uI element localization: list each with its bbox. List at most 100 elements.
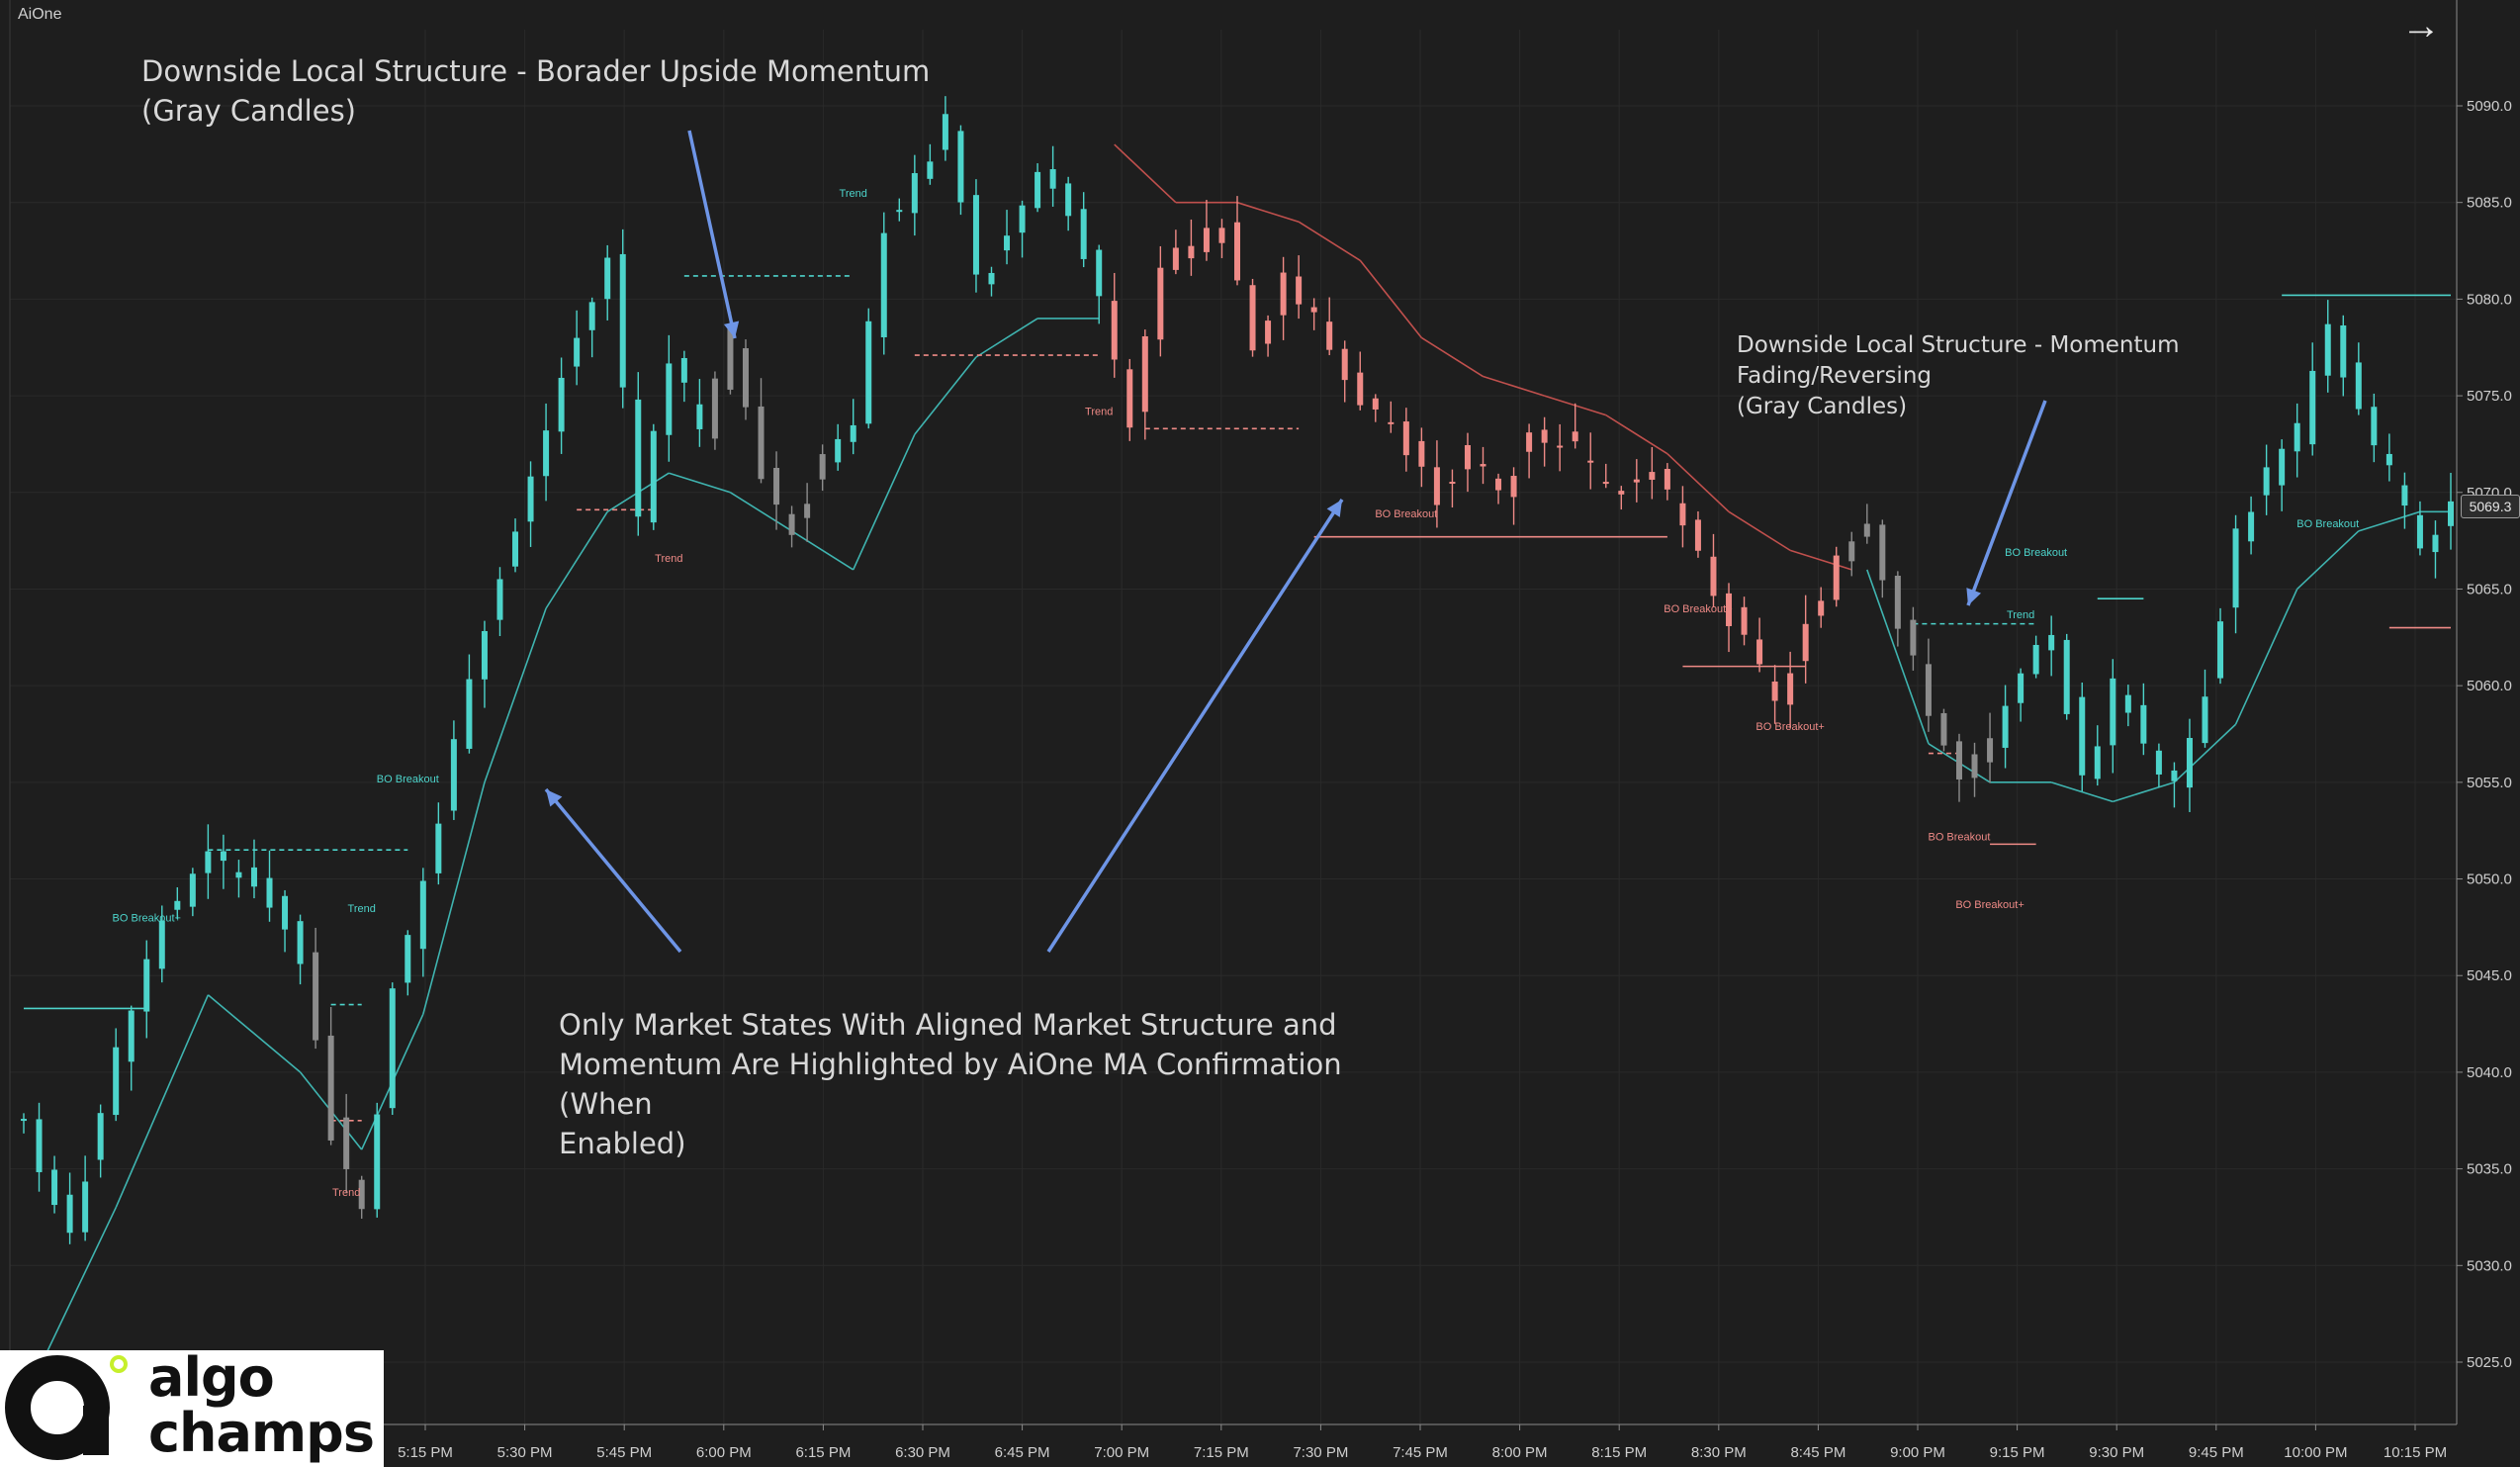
signal-labels: BO Breakout+ Trend Trend BO Breakout Trend Tr… <box>113 188 2360 1199</box>
candle-body <box>1910 619 1917 656</box>
candle-body <box>2232 528 2239 608</box>
candle-body <box>2279 448 2286 486</box>
candle-body <box>2032 644 2039 675</box>
candle-body <box>804 504 811 518</box>
candle-body <box>1726 593 1733 626</box>
x-tick-label: 8:15 PM <box>1591 1444 1647 1461</box>
ma-segment <box>1420 336 1484 378</box>
candle-body <box>1433 467 1440 505</box>
signal-label: BO Breakout+ <box>1664 603 1732 615</box>
candle-body <box>880 232 887 337</box>
candle-body <box>2110 678 2116 746</box>
candle-body <box>957 131 964 203</box>
candle-body <box>1848 541 1855 562</box>
candle-body <box>574 337 581 367</box>
candle-body <box>1587 460 1594 463</box>
annotation-arrow-head <box>546 789 563 807</box>
candles <box>21 96 2454 1244</box>
x-tick-label: 7:45 PM <box>1393 1444 1448 1461</box>
candle-body <box>2171 770 2178 781</box>
ma-segment <box>1605 413 1668 455</box>
candle-body <box>313 952 319 1041</box>
annotation-arrow-head <box>1966 588 1982 605</box>
candle-body <box>2309 370 2316 445</box>
candle-body <box>128 1010 135 1062</box>
candle-body <box>1326 321 1333 350</box>
annotation-line: (Gray Candles) <box>1737 394 1908 419</box>
ma-segment <box>730 492 793 532</box>
candle-body <box>282 895 289 930</box>
candle-body <box>405 935 411 983</box>
candle-body <box>1526 432 1533 452</box>
candle-body <box>2124 694 2131 713</box>
candle-body <box>1664 469 1670 490</box>
candle-body <box>2248 511 2255 542</box>
signal-label: BO Breakout <box>1375 508 1437 520</box>
candle-body <box>1833 555 1840 600</box>
candle-body <box>1049 169 1056 189</box>
candle-body <box>650 430 657 523</box>
logo-wordmark: algo champs <box>148 1346 375 1461</box>
candle-body <box>113 1047 120 1116</box>
x-tick-label: 9:45 PM <box>2189 1444 2244 1461</box>
signal-label: Trend <box>655 553 682 565</box>
ma-segment <box>484 607 547 783</box>
annotation-momentum-fading: Downside Local Structure - Momentum Fadi… <box>1737 330 2330 422</box>
candle-body <box>343 1117 350 1169</box>
arrow-right-icon[interactable]: → <box>2401 4 2441 47</box>
candle-body <box>1341 348 1348 381</box>
candle-body <box>1771 681 1778 701</box>
x-tick-label: 8:30 PM <box>1691 1444 1747 1461</box>
candle-body <box>66 1194 73 1234</box>
candle-body <box>1080 209 1087 259</box>
candle-body <box>158 920 165 969</box>
candle-body <box>82 1181 89 1233</box>
y-tick-label: 5025.0 <box>2467 1354 2512 1371</box>
candle-body <box>1019 205 1026 233</box>
candle-body <box>2340 324 2347 378</box>
last-price-badge: 5069.3 <box>2461 495 2520 518</box>
annotation-arrow-shaft <box>544 787 682 954</box>
ma-segment <box>207 994 302 1073</box>
candle-body <box>1649 472 1656 480</box>
x-tick-label: 10:00 PM <box>2284 1444 2347 1461</box>
candle-body <box>51 1169 58 1206</box>
candle-body <box>2063 639 2070 714</box>
candle-body <box>1280 272 1287 316</box>
logo-line: algo <box>148 1346 275 1409</box>
candle-body <box>2048 634 2055 651</box>
candle-body <box>205 851 212 873</box>
x-tick-label: 7:30 PM <box>1293 1444 1348 1461</box>
x-tick-label: 5:30 PM <box>497 1444 553 1461</box>
candle-body <box>1218 228 1225 243</box>
candle-body <box>358 1179 365 1210</box>
app-title: AiOne <box>18 6 62 23</box>
y-tick-label: 5065.0 <box>2467 581 2512 597</box>
ma-segment <box>914 356 977 435</box>
candle-body <box>911 173 918 214</box>
candle-body <box>435 823 442 873</box>
candle-body <box>2079 696 2086 776</box>
y-tick-label: 5045.0 <box>2467 967 2512 984</box>
y-tick-label: 5090.0 <box>2467 98 2512 115</box>
candle-body <box>1925 664 1932 716</box>
candle-body <box>450 739 457 811</box>
annotation-arrows <box>544 130 2047 954</box>
candle-body <box>543 430 550 477</box>
candle-body <box>727 328 734 390</box>
x-tick-label: 5:45 PM <box>596 1444 652 1461</box>
x-tick-label: 5:15 PM <box>398 1444 453 1461</box>
candle-body <box>1618 491 1625 495</box>
ma-segment <box>1866 569 1930 745</box>
grid <box>10 30 2457 1424</box>
candle-body <box>2432 534 2439 553</box>
candle-body <box>1296 276 1303 305</box>
candle-body <box>2385 453 2392 466</box>
candle-body <box>1787 673 1794 705</box>
ma-segment <box>2113 781 2175 803</box>
candle-body <box>1141 335 1148 413</box>
signal-label: BO Breakout <box>2296 518 2359 530</box>
ma-segment <box>545 510 608 609</box>
candle-body <box>1894 575 1901 629</box>
